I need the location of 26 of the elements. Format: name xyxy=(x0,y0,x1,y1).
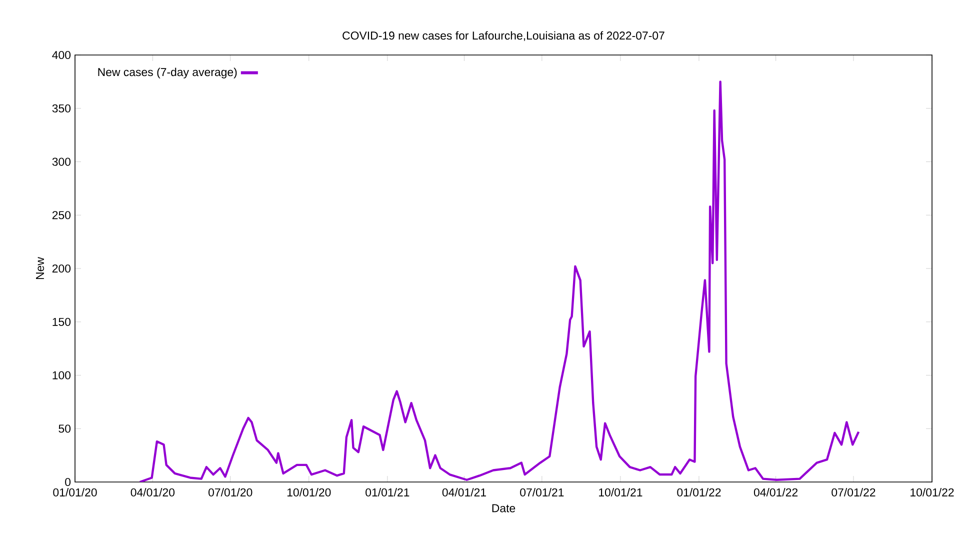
x-tick-label: 01/01/21 xyxy=(366,488,410,496)
chart-title: COVID-19 new cases for Lafourche,Louisiana as of 2022-07-07 xyxy=(342,31,664,41)
y-tick-label: 150 xyxy=(52,318,71,326)
y-axis-title: New xyxy=(36,257,44,280)
x-tick-label: 10/01/22 xyxy=(910,488,954,496)
y-tick-label: 250 xyxy=(52,211,71,220)
y-tick-label: 400 xyxy=(52,50,71,60)
y-tick-label: 350 xyxy=(52,104,71,112)
x-axis-title: Date xyxy=(492,504,516,512)
y-tick-label: 300 xyxy=(52,158,71,166)
x-tick-label: 10/01/20 xyxy=(287,488,331,496)
x-tick-label: 07/01/21 xyxy=(520,488,564,496)
line-series xyxy=(138,80,860,482)
x-tick-label: 10/01/21 xyxy=(599,488,642,496)
x-tick-label: 04/01/20 xyxy=(130,488,175,496)
x-tick-label: 01/01/22 xyxy=(677,488,721,496)
x-tick-label: 01/01/20 xyxy=(53,488,97,496)
y-tick-label: 100 xyxy=(52,371,71,380)
legend-label: New cases (7-day average) xyxy=(98,68,237,78)
y-tick-label: 0 xyxy=(65,478,71,486)
y-tick-label: 50 xyxy=(58,424,71,433)
x-tick-label: 04/01/22 xyxy=(754,488,798,496)
x-tick-label: 07/01/20 xyxy=(208,488,252,496)
y-tick-label: 200 xyxy=(52,264,71,273)
x-tick-label: 07/01/22 xyxy=(832,488,876,496)
x-tick-label: 04/01/21 xyxy=(442,488,486,496)
